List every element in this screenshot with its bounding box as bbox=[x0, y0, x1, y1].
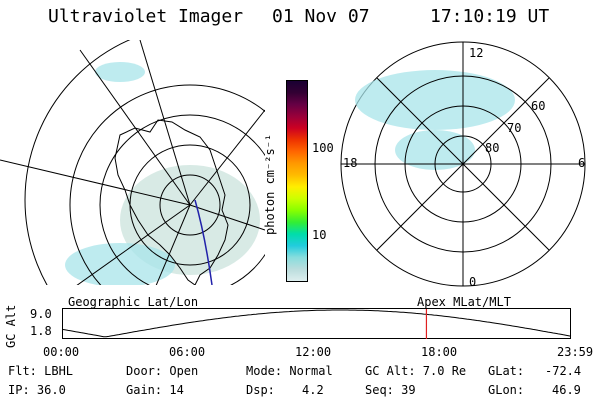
altitude-timeline bbox=[62, 308, 572, 339]
haze-region bbox=[120, 165, 260, 275]
timeline-ymax: 9.0 bbox=[30, 307, 52, 321]
lat-label-70: 70 bbox=[507, 121, 521, 135]
meridian-line bbox=[139, 40, 191, 206]
satellite-track bbox=[194, 199, 213, 285]
lat-circle bbox=[69, 84, 265, 285]
timeline-tick-1800: 18:00 bbox=[421, 345, 458, 359]
meridian-line bbox=[76, 204, 191, 285]
glat-value: -72.4 bbox=[545, 364, 582, 378]
aurora-region bbox=[95, 62, 145, 82]
instrument-title: Ultraviolet Imager bbox=[48, 6, 244, 27]
disk-edge bbox=[24, 40, 131, 285]
glat-label: GLat: bbox=[488, 364, 525, 378]
glon-label: GLon: bbox=[488, 383, 525, 397]
colorbar-tick-100: 100 bbox=[312, 141, 334, 155]
mlt-label-18: 18 bbox=[343, 156, 357, 170]
continent-outline bbox=[114, 119, 229, 285]
timeline-tick-2359: 23:59 bbox=[557, 345, 594, 359]
meridian-line bbox=[189, 204, 265, 231]
ip-label: IP: 36.0 bbox=[8, 383, 66, 397]
colorbar bbox=[286, 80, 308, 282]
glon-value: 46.9 bbox=[552, 383, 581, 397]
timeline-frame bbox=[62, 308, 571, 339]
dsp-label: Dsp: bbox=[246, 383, 275, 397]
time-label: 17:10:19 UT bbox=[430, 6, 550, 27]
apex-caption: Apex MLat/MLT bbox=[417, 295, 511, 309]
timeline-tick-0600: 06:00 bbox=[169, 345, 206, 359]
timeline-tick-0000: 00:00 bbox=[43, 345, 80, 359]
filter-label: Flt: LBHL bbox=[8, 364, 74, 378]
lat-circle bbox=[99, 114, 265, 285]
gain-label: Gain: 14 bbox=[126, 383, 184, 397]
mlt-label-0: 0 bbox=[469, 275, 476, 289]
gc-alt-label: GC Alt: 7.0 Re bbox=[365, 364, 467, 378]
meridian-line bbox=[0, 159, 191, 206]
lat-label-80: 80 bbox=[485, 141, 499, 155]
colorbar-tick-10: 10 bbox=[312, 228, 327, 242]
aurora-oval bbox=[395, 130, 475, 170]
aurora-oval bbox=[355, 70, 515, 130]
lat-circle bbox=[159, 174, 221, 236]
timeline-ymin: 1.8 bbox=[30, 324, 52, 338]
mlt-label-12: 12 bbox=[469, 46, 483, 60]
mlt-label-6: 6 bbox=[578, 156, 585, 170]
meridian-line bbox=[155, 204, 191, 285]
timeline-ylabel: GC Alt bbox=[4, 304, 18, 348]
colorbar-unit-label: photon cm⁻²s⁻¹ bbox=[263, 133, 277, 235]
lat-label-60: 60 bbox=[531, 99, 545, 113]
mlt-line-diag bbox=[376, 77, 550, 251]
meridian-line bbox=[189, 109, 265, 206]
door-label: Door: Open bbox=[126, 364, 199, 378]
seq-label: Seq: 39 bbox=[365, 383, 416, 397]
colorbar-gradient bbox=[287, 81, 307, 281]
timeline-tick-1200: 12:00 bbox=[295, 345, 332, 359]
polar-plot: 12 18 6 0 60 70 80 bbox=[340, 41, 586, 289]
dsp-value: 4.2 bbox=[302, 383, 324, 397]
geographic-map bbox=[0, 40, 265, 285]
altitude-curve bbox=[62, 309, 572, 338]
date-label: 01 Nov 07 bbox=[272, 6, 370, 27]
mode-label: Mode: Normal bbox=[246, 364, 333, 378]
geographic-caption: Geographic Lat/Lon bbox=[68, 295, 199, 309]
